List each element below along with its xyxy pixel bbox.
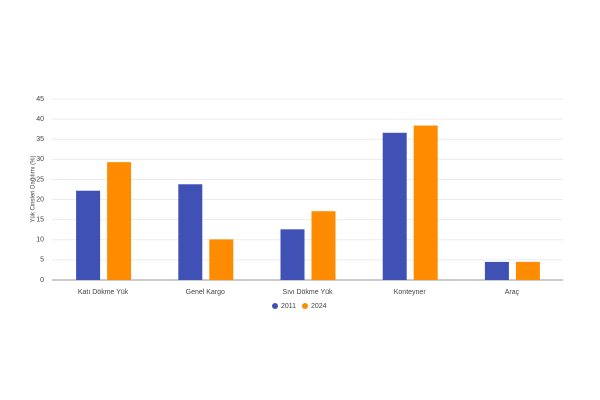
y-axis-label: Yük Cinsleri Dağılımı (%): [31, 155, 37, 222]
legend-label: 2024: [311, 303, 327, 310]
legend-marker: [272, 303, 278, 309]
bar: [413, 125, 438, 281]
bar: [484, 261, 509, 280]
x-tick-label: Araç: [505, 289, 520, 296]
y-tick-label: 10: [36, 237, 44, 244]
x-tick-label: Sıvı Dökme Yük: [282, 289, 333, 296]
bar: [515, 261, 540, 280]
y-tick-label: 35: [36, 136, 44, 143]
y-tick-label: 15: [36, 217, 44, 224]
y-tick-label: 0: [40, 277, 44, 284]
y-tick-label: 40: [36, 116, 44, 123]
x-tick-label: Katı Dökme Yük: [78, 289, 129, 296]
x-tick-label: Genel Kargo: [186, 289, 225, 296]
bar: [178, 184, 203, 280]
legend-marker: [302, 303, 308, 309]
bar: [311, 211, 336, 280]
bar: [382, 132, 407, 280]
y-tick-label: 45: [36, 96, 44, 103]
bar: [107, 162, 132, 280]
bar: [76, 190, 101, 280]
y-tick-label: 25: [36, 176, 44, 183]
bar: [280, 229, 305, 280]
legend-label: 2011: [281, 303, 296, 310]
y-tick-label: 30: [36, 156, 44, 163]
bar: [209, 239, 234, 280]
y-tick-label: 20: [36, 196, 44, 203]
y-tick-label: 5: [40, 257, 44, 264]
x-tick-label: Konteyner: [394, 289, 427, 296]
